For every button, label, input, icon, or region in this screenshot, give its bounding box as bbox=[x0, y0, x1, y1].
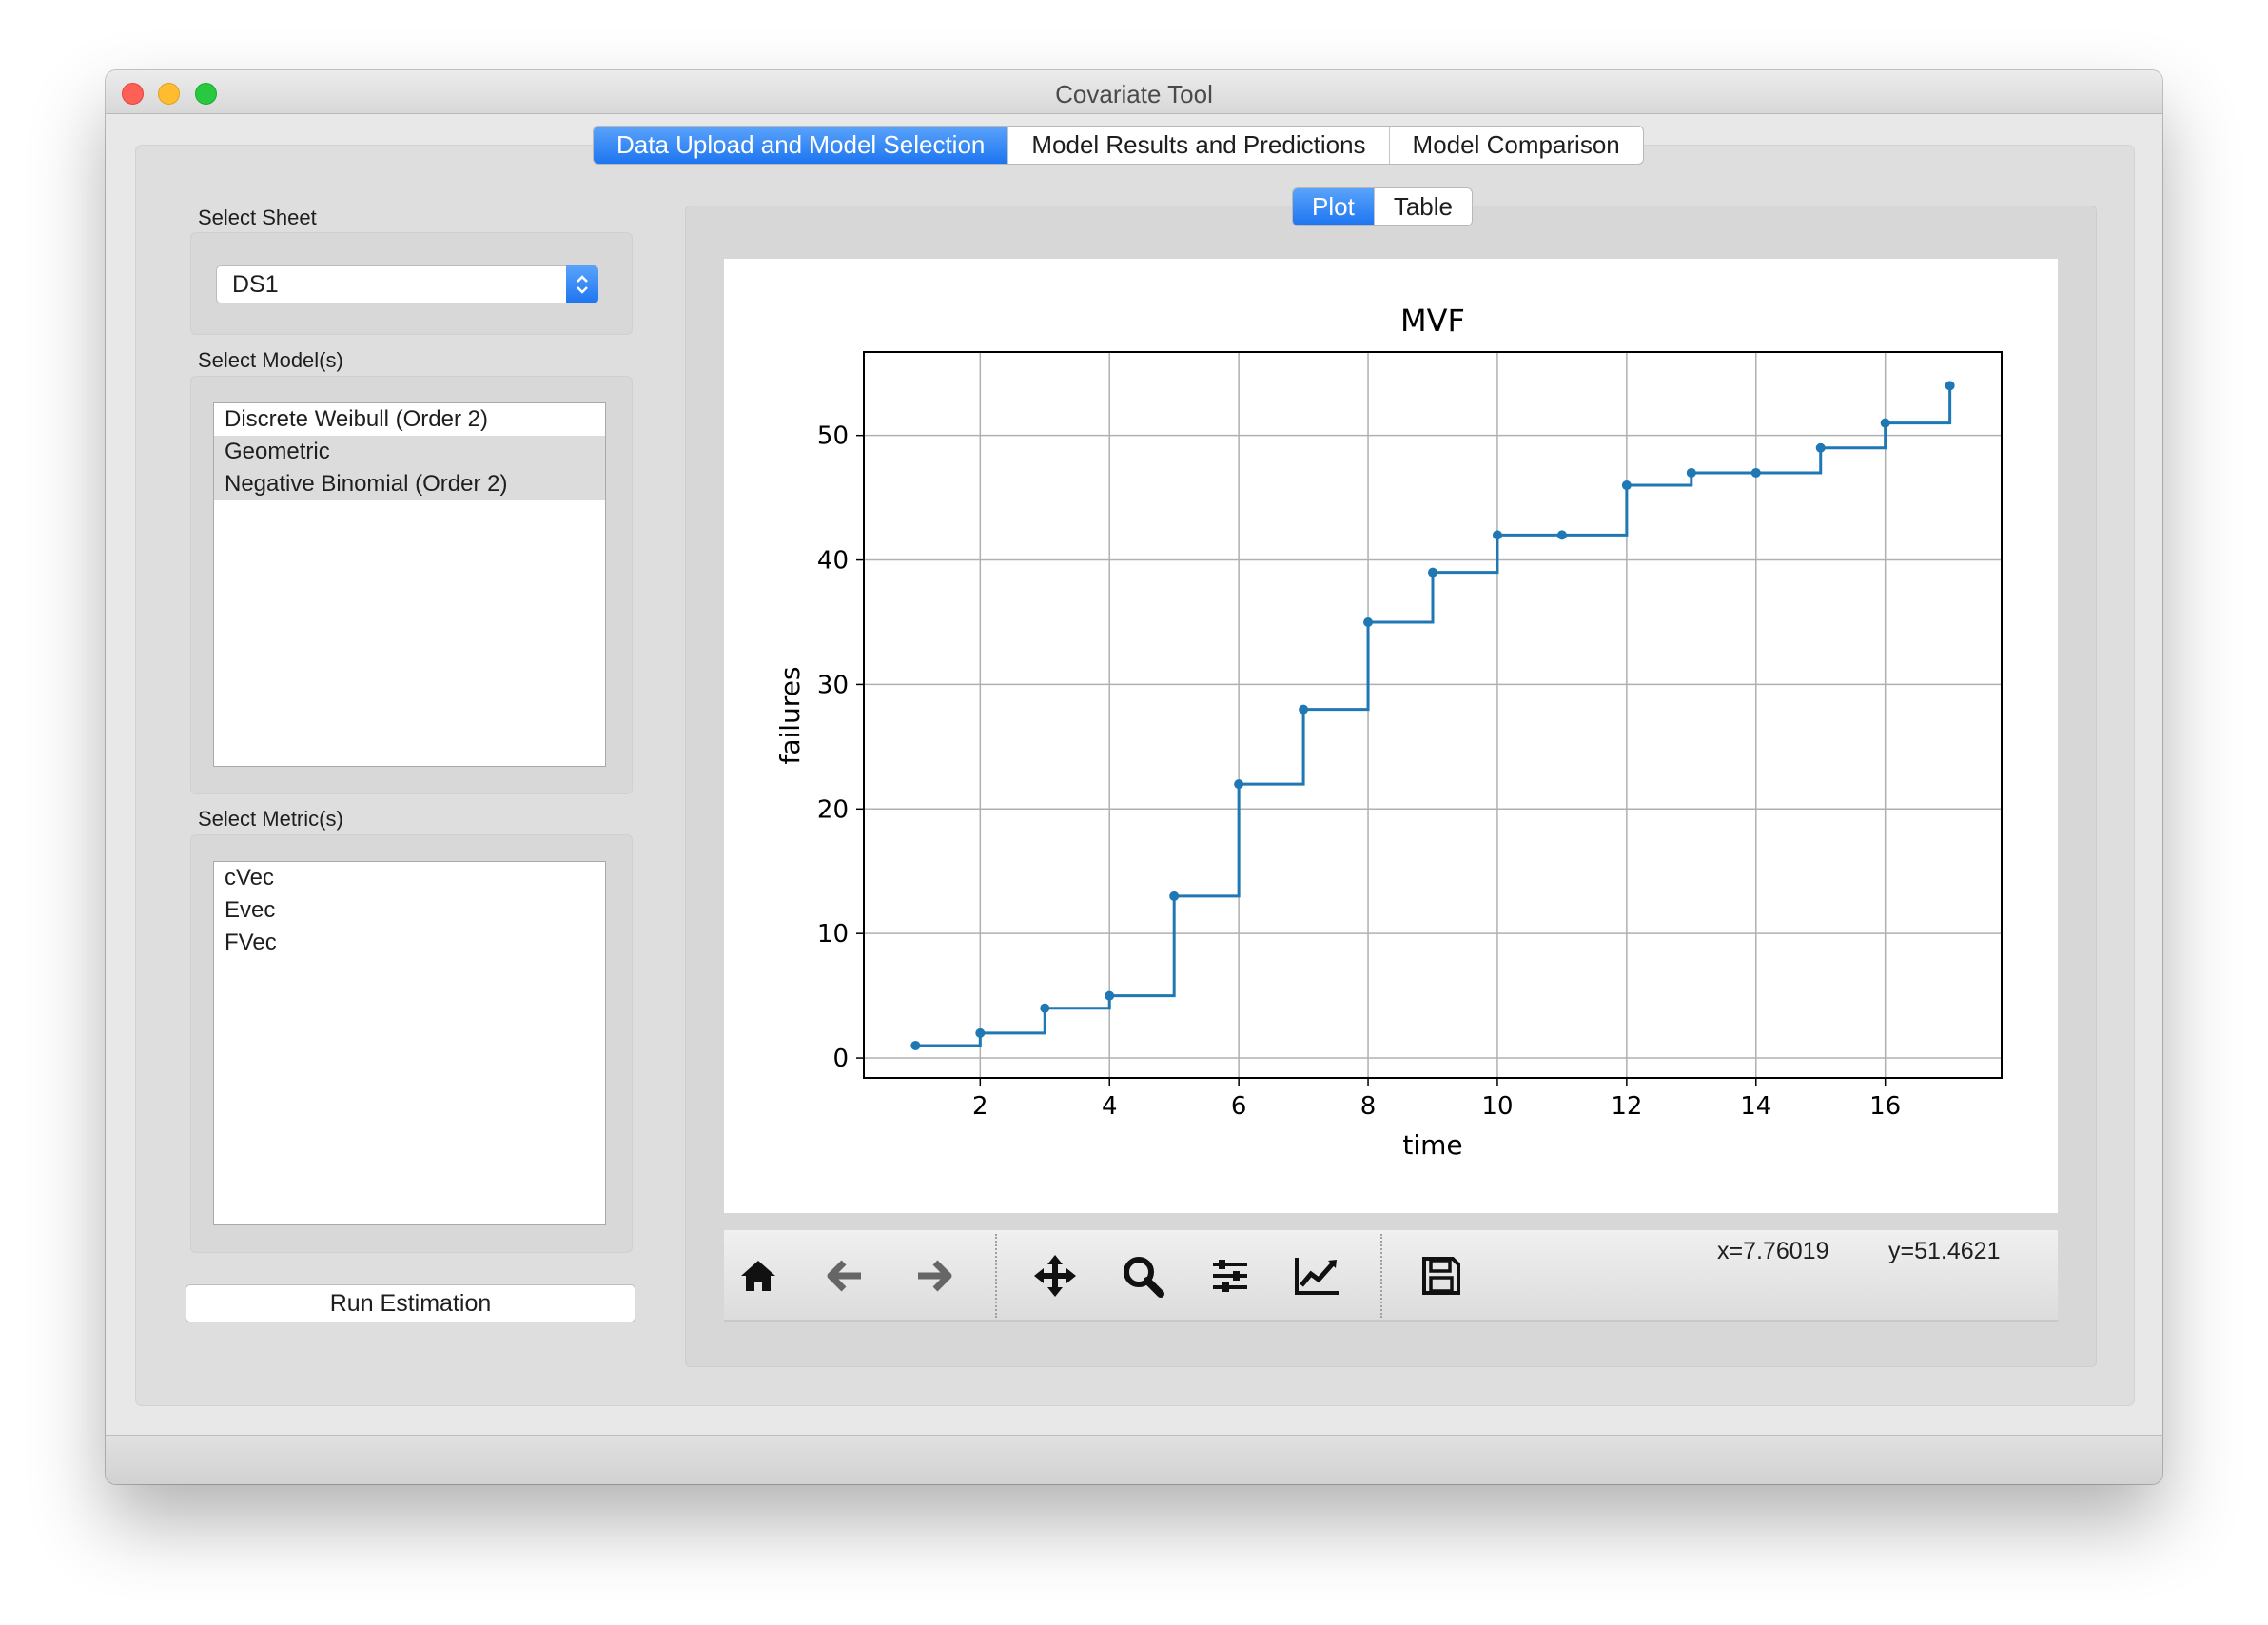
data-point bbox=[1621, 480, 1632, 491]
plot-frame bbox=[863, 351, 2003, 1079]
y-axis-label: failures bbox=[774, 666, 806, 764]
select-metrics-label: Select Metric(s) bbox=[198, 807, 343, 831]
data-point bbox=[1880, 418, 1890, 428]
metrics-list[interactable]: cVec Evec FVec bbox=[213, 861, 606, 1225]
zoom-icon[interactable] bbox=[1116, 1249, 1169, 1302]
run-estimation-button[interactable]: Run Estimation bbox=[186, 1284, 635, 1322]
x-tick-label: 8 bbox=[1360, 1092, 1377, 1121]
x-tick-label: 12 bbox=[1611, 1092, 1642, 1121]
title-bar: Covariate Tool bbox=[106, 70, 2162, 114]
subplots-config-icon[interactable] bbox=[1203, 1249, 1257, 1302]
mvf-chart: 2 4 6 8 10 12 14 16 0 10 20 30 40 50 MVF time failur… bbox=[774, 303, 2003, 1161]
data-point bbox=[1105, 990, 1115, 1001]
x-tick-label: 6 bbox=[1231, 1092, 1247, 1121]
data-point bbox=[1169, 891, 1180, 901]
mvf-series-line bbox=[915, 385, 1952, 1047]
status-bar bbox=[106, 1435, 2162, 1484]
y-tick-label: 40 bbox=[817, 547, 849, 576]
x-tick-label: 16 bbox=[1869, 1092, 1901, 1121]
plot-canvas[interactable]: 2 4 6 8 10 12 14 16 0 10 20 30 40 50 MVF time failur… bbox=[724, 259, 2058, 1213]
select-sheet-label: Select Sheet bbox=[198, 206, 317, 229]
window-title: Covariate Tool bbox=[1055, 80, 1213, 108]
select-arrows-icon bbox=[566, 265, 598, 303]
data-point bbox=[975, 1028, 986, 1038]
forward-arrow-icon[interactable] bbox=[907, 1249, 960, 1302]
plot-toolbar: x=7.76019 y=51.4621 bbox=[724, 1230, 2058, 1322]
data-point bbox=[1686, 467, 1696, 478]
close-window-button[interactable] bbox=[122, 83, 144, 105]
minimize-window-button[interactable] bbox=[158, 83, 180, 105]
tab-model-comparison[interactable]: Model Comparison bbox=[1388, 127, 1643, 164]
pan-icon[interactable] bbox=[1028, 1249, 1082, 1302]
metric-item-fvec[interactable]: FVec bbox=[225, 930, 277, 955]
data-point bbox=[1234, 779, 1244, 790]
coordinate-x-readout: x=7.76019 bbox=[1717, 1238, 1829, 1264]
data-point bbox=[1428, 567, 1437, 578]
data-point bbox=[1945, 381, 1955, 391]
maximize-window-button[interactable] bbox=[195, 83, 217, 105]
data-point bbox=[1750, 467, 1761, 478]
back-arrow-icon[interactable] bbox=[819, 1249, 872, 1302]
y-tick-label: 50 bbox=[817, 422, 849, 451]
y-tick-label: 0 bbox=[832, 1045, 849, 1073]
y-tick-label: 20 bbox=[817, 795, 849, 824]
model-item-discrete-weibull[interactable]: Discrete Weibull (Order 2) bbox=[225, 406, 488, 432]
metric-item-evec[interactable]: Evec bbox=[225, 897, 276, 923]
tab-plot[interactable]: Plot bbox=[1293, 188, 1374, 225]
data-point bbox=[1040, 1003, 1050, 1013]
sheet-select-value: DS1 bbox=[232, 271, 279, 298]
save-icon[interactable] bbox=[1415, 1249, 1468, 1302]
data-point bbox=[1299, 704, 1309, 715]
y-tick-label: 30 bbox=[817, 671, 849, 699]
x-tick-label: 2 bbox=[972, 1092, 988, 1121]
x-tick-label: 4 bbox=[1102, 1092, 1118, 1121]
metric-item-cvec[interactable]: cVec bbox=[225, 865, 275, 891]
home-icon[interactable] bbox=[732, 1249, 785, 1302]
tab-model-results[interactable]: Model Results and Predictions bbox=[1007, 127, 1388, 164]
tab-table[interactable]: Table bbox=[1373, 188, 1472, 225]
y-tick-label: 10 bbox=[817, 920, 849, 949]
data-point bbox=[1556, 530, 1567, 540]
x-tick-label: 14 bbox=[1740, 1092, 1771, 1121]
plot-tab-bar: Plot Table bbox=[1292, 187, 1473, 226]
toolbar-separator bbox=[1380, 1234, 1382, 1318]
tab-data-upload[interactable]: Data Upload and Model Selection bbox=[594, 127, 1008, 164]
sheet-select[interactable]: DS1 bbox=[216, 265, 598, 303]
select-models-label: Select Model(s) bbox=[198, 348, 343, 372]
toolbar-separator bbox=[995, 1234, 997, 1318]
data-point bbox=[910, 1040, 921, 1050]
axes-edit-icon[interactable] bbox=[1291, 1249, 1344, 1302]
chart-title: MVF bbox=[1400, 303, 1465, 339]
data-point bbox=[1492, 530, 1502, 540]
coordinate-y-readout: y=51.4621 bbox=[1888, 1238, 2001, 1264]
main-tab-bar: Data Upload and Model Selection Model Re… bbox=[593, 126, 1644, 165]
x-axis-label: time bbox=[1402, 1129, 1462, 1161]
model-item-negative-binomial[interactable]: Negative Binomial (Order 2) bbox=[214, 468, 605, 500]
data-point bbox=[1363, 617, 1374, 627]
model-item-geometric[interactable]: Geometric bbox=[214, 436, 605, 468]
models-list[interactable]: Discrete Weibull (Order 2) Geometric Neg… bbox=[213, 402, 606, 767]
data-point bbox=[1815, 442, 1826, 453]
x-tick-label: 10 bbox=[1481, 1092, 1513, 1121]
